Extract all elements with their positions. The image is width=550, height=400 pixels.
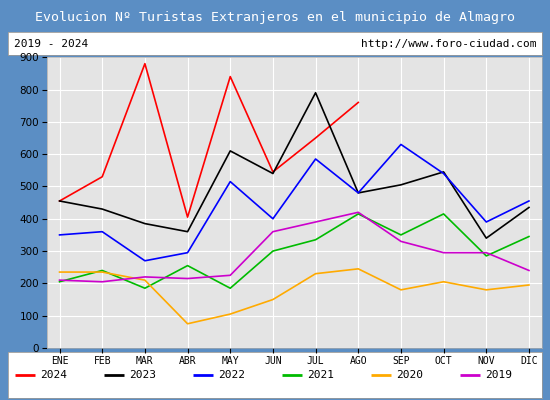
Text: Evolucion Nº Turistas Extranjeros en el municipio de Almagro: Evolucion Nº Turistas Extranjeros en el … <box>35 10 515 24</box>
Text: 2020: 2020 <box>396 370 423 380</box>
Text: 2023: 2023 <box>129 370 156 380</box>
Text: 2024: 2024 <box>40 370 67 380</box>
Text: 2021: 2021 <box>307 370 334 380</box>
Text: 2019 - 2024: 2019 - 2024 <box>14 39 88 49</box>
Text: 2019: 2019 <box>485 370 512 380</box>
Text: 2022: 2022 <box>218 370 245 380</box>
Text: http://www.foro-ciudad.com: http://www.foro-ciudad.com <box>361 39 536 49</box>
